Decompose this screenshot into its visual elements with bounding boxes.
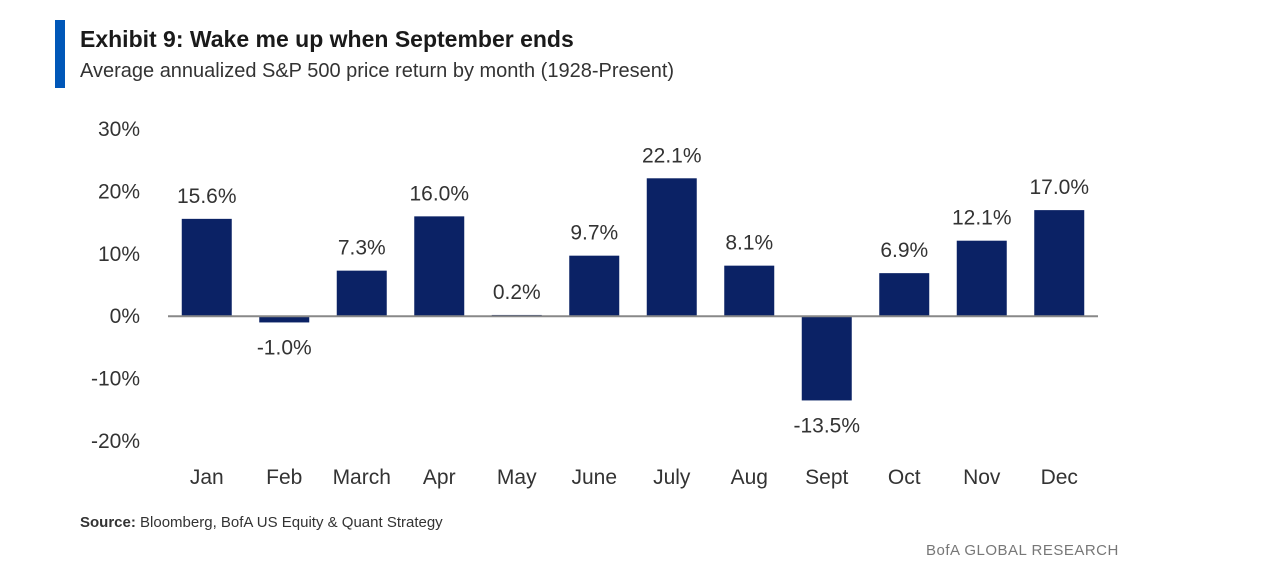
bar-june (569, 255, 620, 317)
title-accent-bar (55, 20, 65, 88)
y-tick-label: -10% (91, 368, 140, 391)
chart-subtitle: Average annualized S&P 500 price return … (80, 60, 675, 82)
bar-nov (956, 240, 1007, 317)
source-note: Source: Bloomberg, BofA US Equity & Quan… (80, 514, 443, 531)
x-tick-label: Aug (731, 466, 768, 489)
data-label: 16.0% (409, 182, 469, 205)
y-tick-label: 20% (98, 180, 140, 203)
bar-aug (724, 265, 775, 317)
data-label: 8.1% (725, 232, 773, 255)
data-label: -1.0% (257, 336, 312, 359)
brand-mark: BofA GLOBAL RESEARCH (926, 542, 1119, 559)
chart-title: Exhibit 9: Wake me up when September end… (80, 26, 574, 52)
bar-july (646, 178, 697, 317)
bar-oct (879, 273, 930, 317)
data-label: 12.1% (952, 207, 1012, 230)
x-tick-label: Nov (963, 466, 1001, 489)
x-tick-label: Apr (423, 466, 456, 489)
data-label: -13.5% (793, 414, 860, 437)
x-tick-label: Jan (190, 466, 224, 489)
y-tick-label: 10% (98, 243, 140, 266)
source-label: Source: (80, 514, 136, 531)
data-label: 7.3% (338, 237, 386, 260)
x-tick-label: June (571, 466, 617, 489)
bar-jan (181, 218, 232, 317)
y-tick-label: 0% (110, 305, 140, 328)
bar-march (336, 270, 387, 317)
x-tick-label: May (497, 466, 537, 489)
x-tick-label: Feb (266, 466, 302, 489)
data-label: 9.7% (570, 222, 618, 245)
data-label: 22.1% (642, 144, 702, 167)
bar-dec (1034, 210, 1085, 317)
x-tick-label: Sept (805, 466, 848, 489)
bar-feb (259, 316, 310, 323)
data-label: 6.9% (880, 239, 928, 262)
data-label: 17.0% (1029, 176, 1089, 199)
x-tick-label: July (653, 466, 691, 489)
x-tick-label: March (333, 466, 391, 489)
y-tick-label: -20% (91, 430, 140, 453)
bar-sept (801, 316, 852, 401)
data-label: 0.2% (493, 281, 541, 304)
data-label: 15.6% (177, 185, 237, 208)
x-tick-label: Dec (1041, 466, 1078, 489)
y-tick-label: 30% (98, 118, 140, 141)
bar-apr (414, 216, 465, 317)
source-text: Bloomberg, BofA US Equity & Quant Strate… (135, 514, 443, 531)
x-tick-label: Oct (888, 466, 921, 489)
